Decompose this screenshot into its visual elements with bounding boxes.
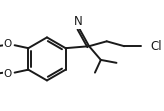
Text: O: O	[4, 39, 12, 49]
Text: Cl: Cl	[151, 40, 162, 53]
Text: O: O	[4, 69, 12, 79]
Text: N: N	[74, 15, 83, 28]
